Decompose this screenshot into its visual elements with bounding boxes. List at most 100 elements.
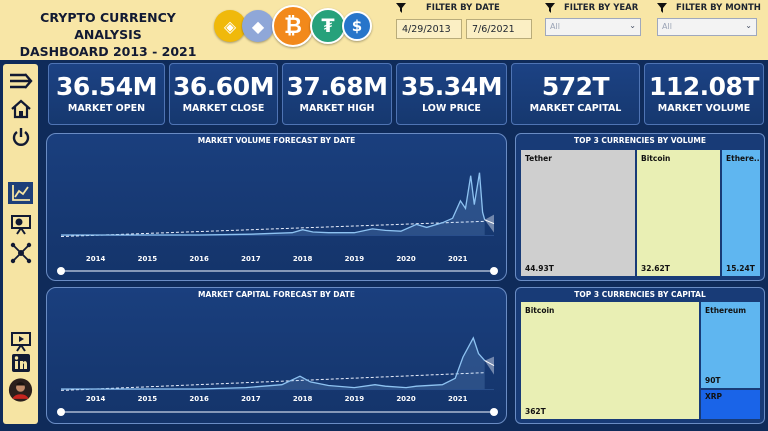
x-tick-label: 2015 [138,255,158,263]
menu-arrow-button[interactable] [8,70,33,92]
x-tick-label: 2016 [189,395,209,403]
kpi-label: MARKET OPEN [67,103,146,114]
month-select[interactable]: All ⌄ [657,18,757,36]
capital-chart-title: MARKET CAPITAL FORECAST BY DATE [198,290,355,299]
treemap-tile-ethereum[interactable]: Ethereum 90T [701,302,760,388]
treemap-tile-ethereum[interactable]: Ethere... 15.24T [722,150,760,276]
x-tick-label: 2019 [345,395,365,403]
presentation-button[interactable] [8,213,33,235]
x-tick-label: 2019 [345,255,365,263]
avatar-icon [8,378,33,402]
kpi-label: MARKET HIGH [299,103,375,114]
series-line [61,336,486,390]
dashboard-title: CRYPTO CURRENCY ANALYSIS DASHBOARD 2013 … [8,9,208,60]
series-line [61,172,486,236]
profile-avatar[interactable] [8,376,33,404]
x-tick-label: 2020 [396,255,416,263]
series-area [61,172,485,235]
kpi-value: 36.54M [56,72,157,101]
x-tick-label: 2016 [189,255,209,263]
capital-treemap-title: TOP 3 CURRENCIES BY CAPITAL [574,290,706,299]
x-tick-label: 2017 [241,255,261,263]
x-tick-label: 2018 [293,255,313,263]
video-presentation-button[interactable] [8,330,33,352]
tile-name: Ethere... [726,154,760,163]
presentation-icon [10,215,31,235]
kpi-market-open: 36.54M MARKET OPEN [48,63,165,125]
kpi-value: 36.60M [173,72,274,101]
filter-date-label: FILTER BY DATE [426,3,500,13]
network-icon [10,242,31,264]
kpi-market-capital: 572T MARKET CAPITAL [511,63,640,125]
tether-coin-icon: ₮ [310,8,346,44]
tile-value: 15.24T [726,264,755,273]
line-chart-button[interactable] [8,182,33,204]
treemap-tile-bitcoin[interactable]: Bitcoin 362T [521,302,699,419]
x-tick-label: 2014 [86,395,106,403]
x-tick-label: 2018 [293,395,313,403]
linkedin-button[interactable] [8,352,33,374]
kpi-label: MARKET CAPITAL [529,103,622,114]
linkedin-icon [11,354,30,372]
video-presentation-icon [10,332,31,352]
tile-value: 32.62T [641,264,670,273]
crypto-logos: ◈ ◆ ₿ ₮ $ [214,4,374,50]
range-slider-handle-start[interactable] [57,267,65,275]
tile-value: 90T [705,376,721,385]
power-icon [12,128,29,146]
kpi-label: MARKET CLOSE [182,103,265,114]
filter-month-label: FILTER BY MONTH [676,3,761,13]
range-slider-handle-end[interactable] [490,267,498,275]
range-slider-handle-start[interactable] [57,408,65,416]
funnel-icon [396,3,406,13]
header-bar: CRYPTO CURRENCY ANALYSIS DASHBOARD 2013 … [0,0,768,60]
sidebar [3,64,38,424]
usd-coin-icon: $ [342,11,372,41]
x-tick-label: 2021 [448,395,468,403]
title-line-1: CRYPTO CURRENCY ANALYSIS [40,10,176,42]
menu-arrow-icon [9,73,33,89]
capital-forecast-panel: MARKET CAPITAL FORECAST BY DATE 2014 2015… [46,287,507,424]
filter-year-label: FILTER BY YEAR [564,3,639,13]
kpi-market-close: 36.60M MARKET CLOSE [169,63,278,125]
forecast-line [484,219,495,225]
x-tick-label: 2017 [241,395,261,403]
trend-line [60,220,485,238]
treemap-tile-tether[interactable]: Tether 44.93T [521,150,635,276]
kpi-value: 37.68M [286,72,388,101]
treemap-tile-xrp[interactable]: XRP [701,390,760,419]
binance-coin-icon: ◈ [214,10,246,42]
kpi-value: 35.34M [401,72,502,101]
x-tick-label: 2015 [138,395,158,403]
tile-name: Bitcoin [525,306,555,315]
ethereum-coin-icon: ◆ [242,10,274,42]
filter-date: FILTER BY DATE 4/29/2013 7/6/2021 [396,2,536,42]
volume-forecast-panel: MARKET VOLUME FORECAST BY DATE 2014 2015 2… [46,133,507,281]
funnel-icon [545,3,555,13]
kpi-market-high: 37.68M MARKET HIGH [282,63,392,125]
capital-treemap-panel: TOP 3 CURRENCIES BY CAPITAL Bitcoin 362T… [515,287,765,424]
home-button[interactable] [8,98,33,120]
range-slider-handle-end[interactable] [490,408,498,416]
chevron-down-icon: ⌄ [629,21,636,30]
kpi-value: 112.08T [648,72,760,101]
funnel-icon [657,3,667,13]
x-tick-label: 2020 [396,395,416,403]
bitcoin-coin-icon: ₿ [272,5,314,47]
power-button[interactable] [8,126,33,148]
forecast-band [484,356,494,375]
year-select[interactable]: All ⌄ [545,18,641,36]
kpi-market-volume: 112.08T MARKET VOLUME [644,63,764,125]
network-button[interactable] [8,242,33,264]
filter-year: FILTER BY YEAR All ⌄ [545,2,645,42]
end-date-input[interactable]: 7/6/2021 [466,19,532,39]
title-line-2: DASHBOARD 2013 - 2021 [19,44,197,59]
chevron-down-icon: ⌄ [745,21,752,30]
tile-name: XRP [705,392,723,401]
start-date-input[interactable]: 4/29/2013 [396,19,462,39]
capital-forecast-chart: 2014 2015 2016 2017 2018 2019 2020 2021 [57,336,498,416]
kpi-value: 572T [541,72,610,101]
treemap-tile-bitcoin[interactable]: Bitcoin 32.62T [637,150,720,276]
tile-value: 44.93T [525,264,554,273]
volume-treemap-title: TOP 3 CURRENCIES BY VOLUME [574,136,706,145]
